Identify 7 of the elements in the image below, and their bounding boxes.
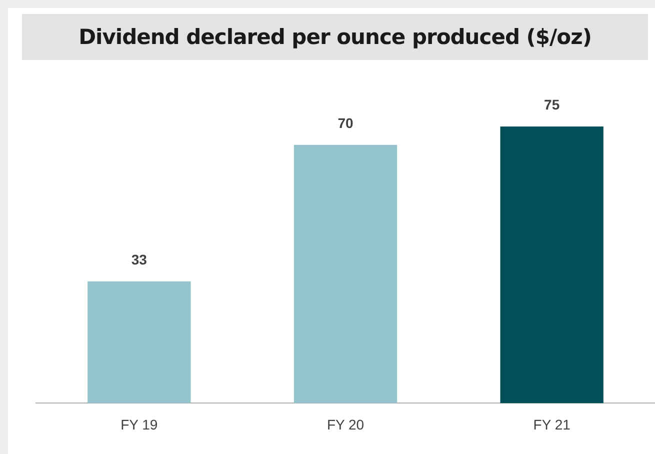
x-tick-label: FY 21 (533, 416, 571, 432)
data-label: 70 (338, 114, 354, 131)
chart-title: Dividend declared per ounce produced ($/oz) (22, 14, 648, 60)
x-tick-label: FY 19 (120, 416, 158, 432)
x-tick-label: FY 20 (326, 416, 364, 432)
data-label: 75 (544, 96, 560, 112)
data-label: 33 (131, 251, 148, 268)
